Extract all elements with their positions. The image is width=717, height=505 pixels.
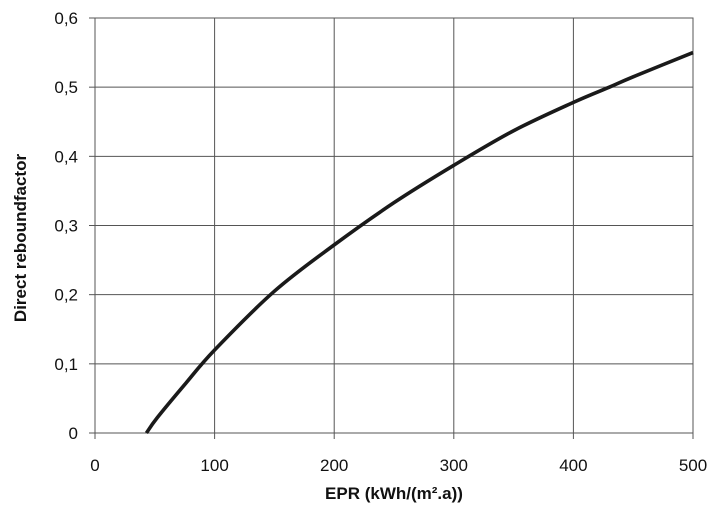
x-tick-label-5: 500 (679, 456, 707, 475)
y-tick-label-6: 0,6 (54, 9, 78, 28)
y-tick-label-3: 0,3 (54, 217, 78, 236)
series-layer (144, 50, 694, 435)
series-line-0 (144, 50, 694, 435)
y-tick-label-0: 0 (69, 424, 78, 443)
y-axis-label: Direct reboundfactor (11, 154, 30, 323)
y-tick-label-4: 0,4 (54, 147, 78, 166)
x-tick-label-0: 0 (90, 456, 99, 475)
y-tick-label-2: 0,2 (54, 286, 78, 305)
y-axis-ticks: 0 0,1 0,2 0,3 0,4 0,5 0,6 (54, 9, 95, 443)
x-axis-label: EPR (kWh/(m².a)) (325, 484, 463, 503)
x-tick-label-4: 400 (559, 456, 587, 475)
x-axis-ticks: 0 100 200 300 400 500 (90, 433, 707, 475)
y-tick-label-1: 0,1 (54, 355, 78, 374)
y-tick-label-5: 0,5 (54, 78, 78, 97)
x-tick-label-2: 200 (320, 456, 348, 475)
x-tick-label-3: 300 (440, 456, 468, 475)
x-tick-label-1: 100 (200, 456, 228, 475)
